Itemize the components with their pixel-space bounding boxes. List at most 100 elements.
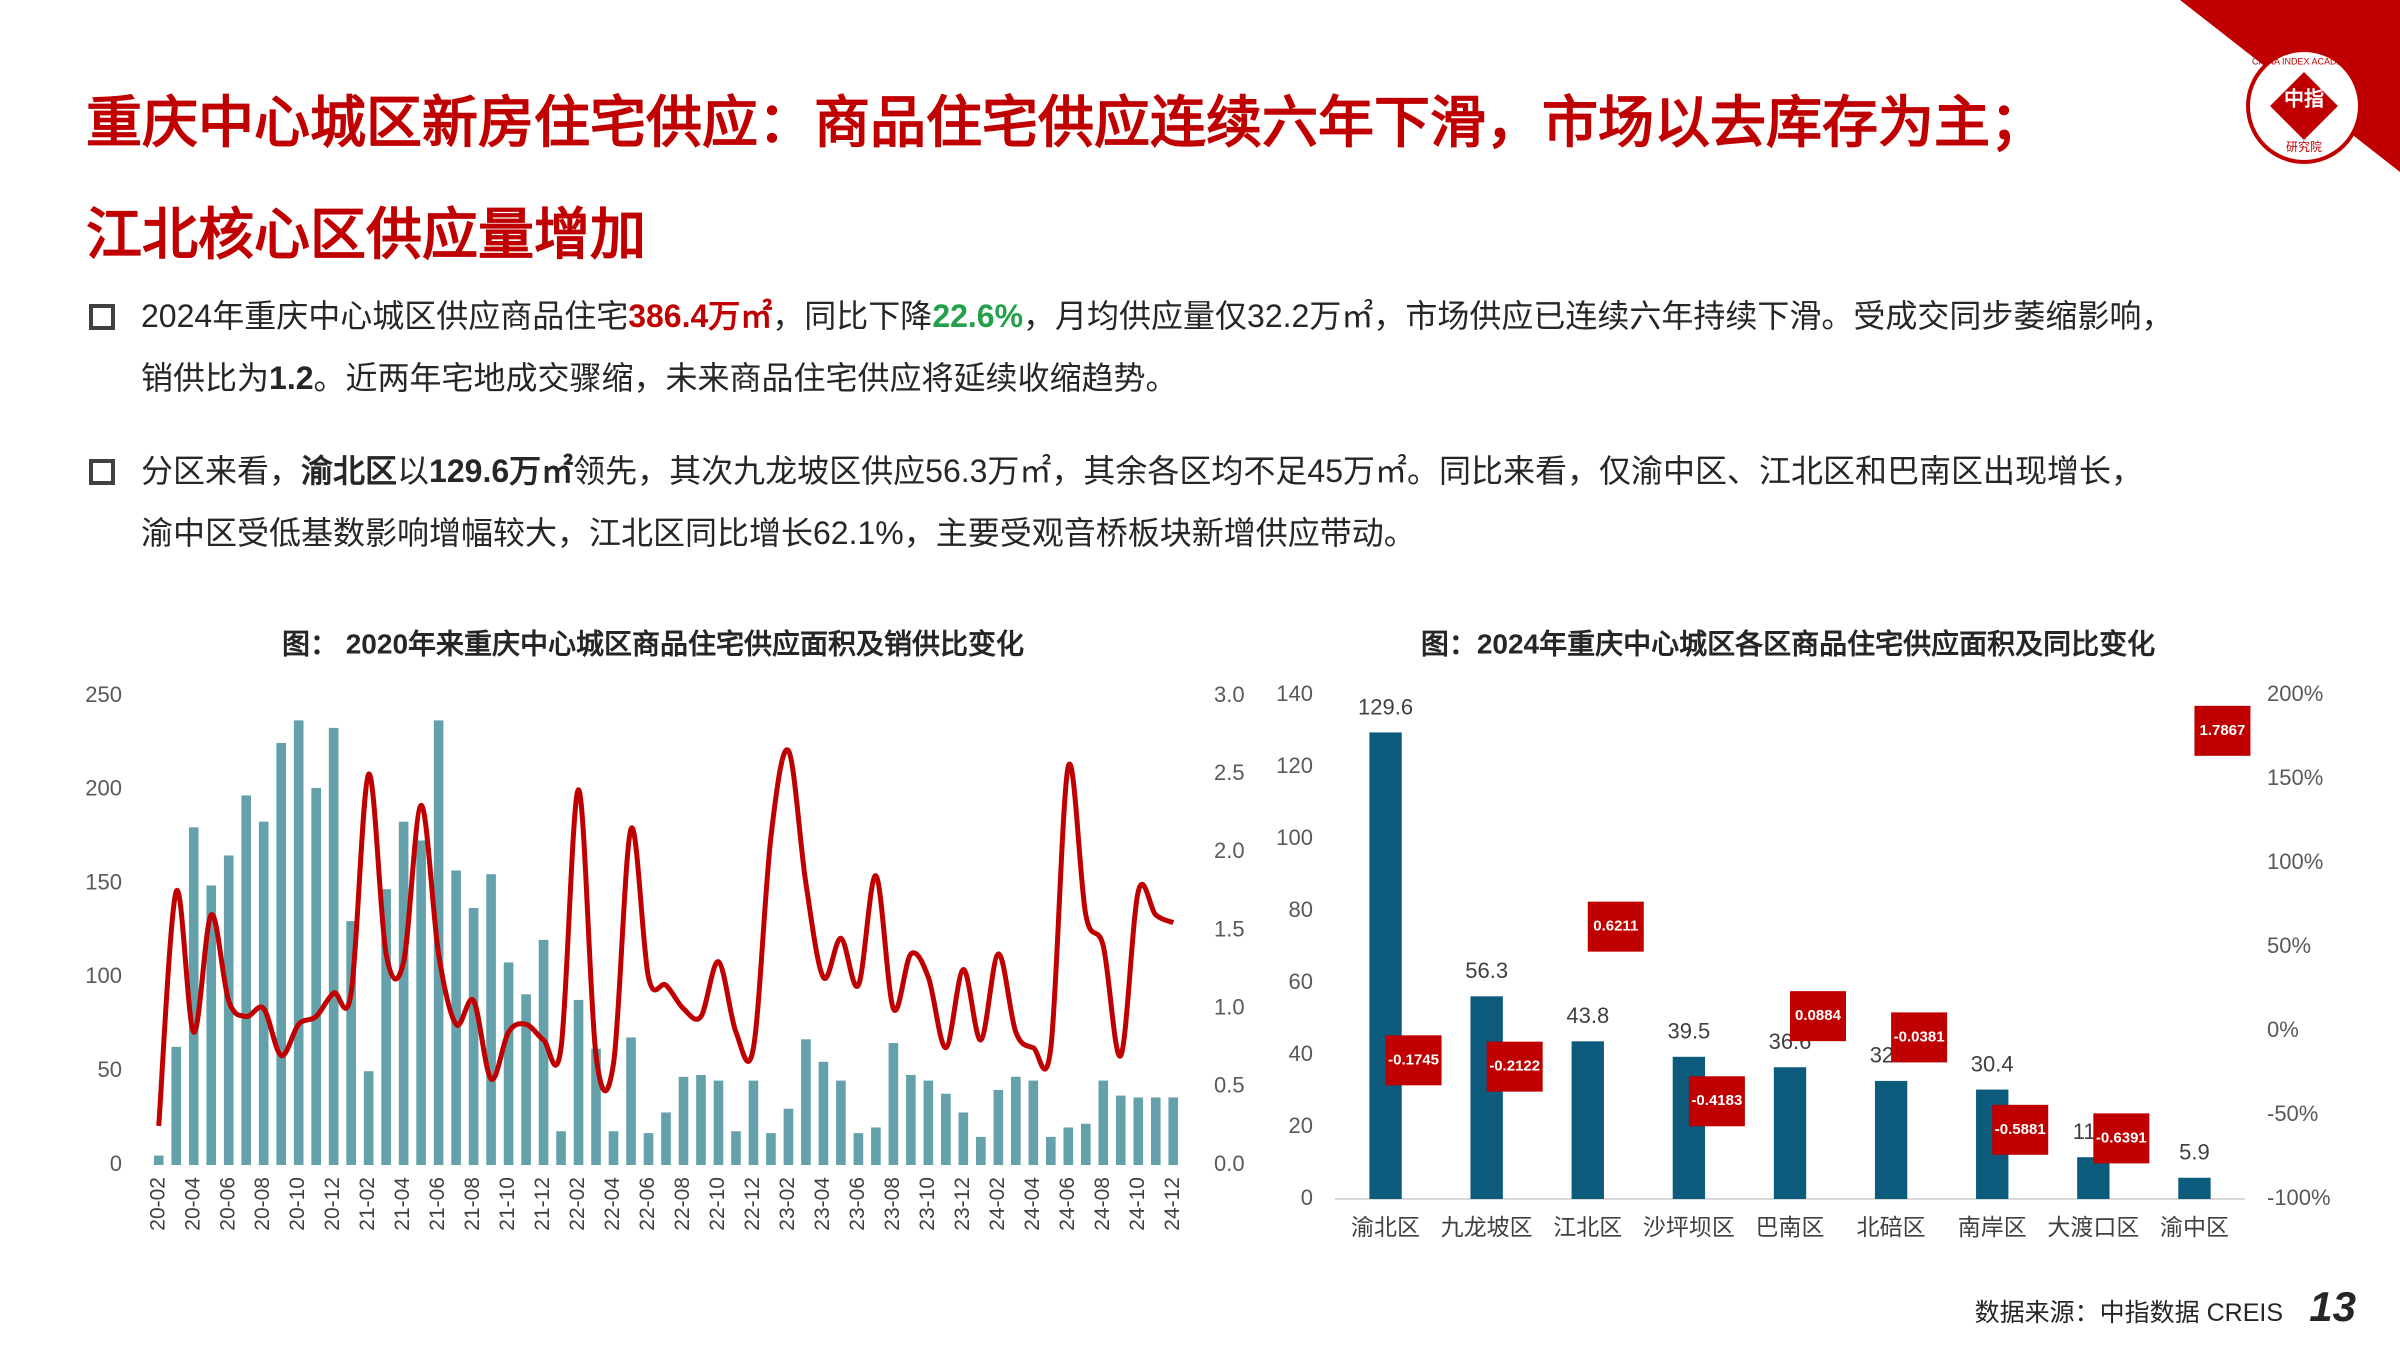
- marker: [2093, 1113, 2150, 1164]
- x-tick-label: 21-04: [391, 1177, 414, 1231]
- bar: [538, 939, 549, 1165]
- x-tick-label: 21-06: [426, 1177, 449, 1231]
- bar: [573, 999, 584, 1165]
- x-tick-label: 沙坪坝区: [1643, 1214, 1735, 1240]
- bar: [958, 1112, 969, 1165]
- x-tick-label: 渝北区: [1351, 1214, 1420, 1240]
- bar: [521, 994, 531, 1165]
- chart-title: 图：2024年重庆中心城区各区商品住宅供应面积及同比变化: [1421, 627, 2155, 659]
- x-tick-label: 21-02: [356, 1177, 379, 1231]
- x-tick-label: 24-06: [1056, 1177, 1079, 1231]
- bar: [1115, 1095, 1126, 1165]
- x-tick-label: 20-02: [146, 1177, 169, 1231]
- x-tick-label: 22-04: [601, 1177, 624, 1231]
- bar: [766, 1133, 776, 1165]
- bar: [1150, 1097, 1161, 1165]
- logo-sub: 研究院: [2286, 139, 2322, 154]
- y-tick-label: 200: [85, 776, 122, 801]
- x-tick-label: 24-08: [1091, 1177, 1114, 1231]
- x-tick-label: 21-10: [496, 1177, 519, 1231]
- bar: [1470, 996, 1503, 1199]
- bar: [241, 795, 252, 1165]
- data-label: 0.0884: [1795, 1007, 1842, 1024]
- bullet: 2024年重庆中心城区供应商品住宅386.4万㎡，同比下降22.6%，月均供应量…: [89, 285, 2174, 409]
- text: 分区来看，: [141, 453, 302, 489]
- x-tick-label: 23-10: [916, 1177, 939, 1231]
- text: 以: [397, 453, 430, 489]
- chart-title: 图： 2020年来重庆中心城区商品住宅供应面积及销供比变化: [282, 627, 1024, 659]
- highlight: 1.2: [269, 360, 314, 396]
- bar: [556, 1131, 566, 1165]
- y2-tick-label: 150%: [2267, 765, 2323, 790]
- bullet-marker: [89, 304, 115, 330]
- data-label: 5.9: [2179, 1140, 2210, 1165]
- bar: [1080, 1123, 1091, 1165]
- y-tick-label: 250: [85, 682, 122, 707]
- marker: [1688, 1076, 1745, 1127]
- data-label: -0.2122: [1489, 1058, 1540, 1075]
- x-tick-label: 24-02: [986, 1177, 1009, 1231]
- bar: [643, 1133, 654, 1165]
- text: 。近两年宅地成交骤缩，未来商品住宅供应将延续收缩趋势。: [313, 360, 1178, 396]
- x-tick-label: 22-06: [636, 1177, 659, 1231]
- y-tick-label: 150: [85, 869, 122, 894]
- bar: [888, 1043, 899, 1165]
- data-label: -0.4183: [1691, 1092, 1742, 1109]
- marker: [2194, 705, 2251, 756]
- y2-tick-label: -100%: [2267, 1185, 2331, 1210]
- x-tick-label: 21-08: [461, 1177, 484, 1231]
- bar: [906, 1074, 916, 1165]
- highlight: 129.6万㎡: [429, 453, 574, 489]
- y-tick-label: 0: [110, 1151, 122, 1176]
- bar: [276, 742, 286, 1165]
- bar: [398, 821, 409, 1165]
- data-label: -0.6391: [2096, 1129, 2147, 1146]
- bar: [258, 821, 269, 1165]
- x-tick-label: 20-12: [321, 1177, 344, 1231]
- logo-en: CHINA INDEX ACADEMY: [2252, 56, 2356, 66]
- bar: [2077, 1157, 2110, 1199]
- bar: [206, 885, 217, 1165]
- x-tick-label: 22-08: [671, 1177, 694, 1231]
- bar: [853, 1133, 864, 1165]
- y2-tick-label: 0.0: [1214, 1151, 1245, 1176]
- y-tick-label: 0: [1301, 1185, 1313, 1210]
- bar: [1028, 1080, 1039, 1165]
- bar: [346, 921, 356, 1165]
- bar: [626, 1037, 636, 1165]
- logo-name: 中指: [2284, 86, 2324, 110]
- x-tick-label: 22-02: [566, 1177, 589, 1231]
- bar: [731, 1131, 741, 1165]
- x-tick-label: 九龙坡区: [1441, 1214, 1533, 1240]
- x-tick-label: 20-04: [181, 1177, 204, 1231]
- x-tick-label: 20-06: [216, 1177, 239, 1231]
- bar: [293, 720, 304, 1165]
- data-label: 39.5: [1667, 1019, 1710, 1044]
- text: ，月均供应量仅32.2万㎡，市场供应已连续六年持续下滑。受成交同步萎缩影响，: [1023, 298, 2174, 334]
- text: ，同比下降: [772, 298, 933, 334]
- bar: [468, 907, 479, 1165]
- data-label: 1.7867: [2199, 722, 2245, 739]
- bar: [678, 1076, 689, 1165]
- data-label: 0.6211: [1593, 918, 1638, 935]
- y2-tick-label: 0.5: [1214, 1073, 1245, 1098]
- y-tick-label: 60: [1289, 969, 1313, 994]
- bar: [1046, 1136, 1056, 1165]
- bar: [836, 1080, 846, 1165]
- data-label: 43.8: [1566, 1003, 1609, 1028]
- bar: [328, 727, 339, 1165]
- bar: [1011, 1076, 1021, 1165]
- data-label: -0.0381: [1894, 1028, 1945, 1045]
- marker: [1486, 1041, 1543, 1092]
- bar: [311, 787, 321, 1165]
- x-tick-label: 20-10: [286, 1177, 309, 1231]
- bar: [381, 889, 391, 1165]
- highlight: 386.4万㎡: [628, 298, 773, 334]
- y-tick-label: 120: [1276, 753, 1313, 778]
- bar: [1063, 1127, 1074, 1165]
- marker: [1891, 1012, 1948, 1063]
- x-tick-label: 24-04: [1021, 1177, 1044, 1231]
- bar: [153, 1155, 164, 1165]
- y-tick-label: 100: [85, 963, 122, 988]
